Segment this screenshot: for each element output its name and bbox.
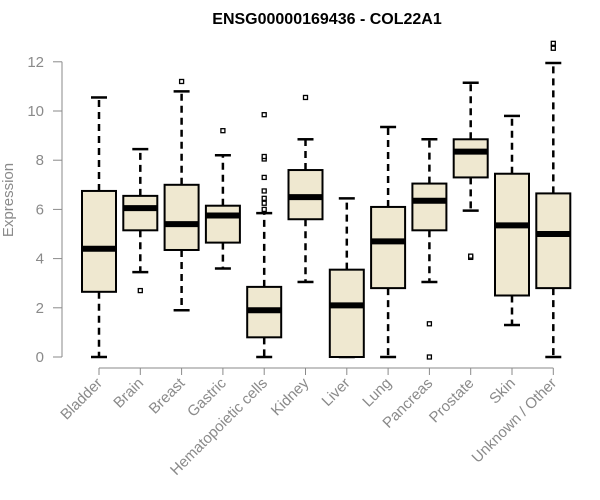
box-group <box>287 94 324 284</box>
x-tick-label: Bladder <box>57 375 106 424</box>
box-group <box>370 125 407 359</box>
y-tick-label: 2 <box>36 300 44 317</box>
box-group <box>494 114 530 327</box>
box-group <box>452 81 489 261</box>
outlier-point <box>550 40 556 46</box>
outlier-point <box>550 45 556 51</box>
x-tick-label: Liver <box>319 375 354 410</box>
y-axis-label: Expression <box>0 163 17 237</box>
box-iqr <box>370 205 407 290</box>
x-tick-label: Skin <box>486 375 519 408</box>
x-tick-label: Prostate <box>426 375 478 427</box>
outlier-point <box>137 287 143 294</box>
box-group <box>328 197 365 359</box>
outlier-point <box>261 153 267 160</box>
y-tick-label: 12 <box>27 54 44 71</box>
outlier-point <box>220 128 226 134</box>
box-group <box>204 128 241 270</box>
y-tick-label: 8 <box>36 152 44 169</box>
x-tick-label: Lung <box>359 375 395 411</box>
x-tick-label: Kidney <box>268 374 313 419</box>
y-tick-label: 6 <box>36 201 44 218</box>
y-tick-label: 10 <box>27 103 44 120</box>
box-group <box>535 40 572 359</box>
outlier-point <box>426 354 433 360</box>
outlier-point <box>261 195 267 201</box>
plot-area <box>81 40 572 360</box>
x-tick-label: Brain <box>110 375 147 412</box>
outlier-point <box>302 94 309 101</box>
outlier-point <box>426 321 433 327</box>
box-iqr <box>204 204 241 244</box>
box-iqr <box>411 182 448 232</box>
box-group <box>246 112 283 359</box>
box-iqr <box>122 194 159 232</box>
box-iqr <box>163 183 200 251</box>
outlier-point <box>261 188 267 194</box>
box-iqr <box>81 189 117 293</box>
x-tick-label: Breast <box>146 374 189 417</box>
box-iqr <box>328 268 365 359</box>
outlier-point <box>468 253 474 259</box>
chart-title: ENSG00000169436 - COL22A1 <box>212 11 442 28</box>
outlier-point <box>178 78 185 85</box>
outlier-point <box>261 174 267 181</box>
y-axis: 0 2 4 6 8 10 12 <box>27 54 63 366</box>
box-group <box>122 147 159 294</box>
box-group <box>411 138 448 360</box>
y-tick-label: 0 <box>36 349 44 366</box>
box-iqr <box>535 192 572 290</box>
box-group <box>81 96 117 359</box>
y-tick-label: 4 <box>36 251 44 268</box>
outlier-point <box>261 206 267 213</box>
box-iqr <box>452 138 489 179</box>
outlier-point <box>261 200 267 206</box>
outlier-point <box>261 112 267 118</box>
box-group <box>163 78 200 312</box>
box-iqr <box>494 172 530 297</box>
